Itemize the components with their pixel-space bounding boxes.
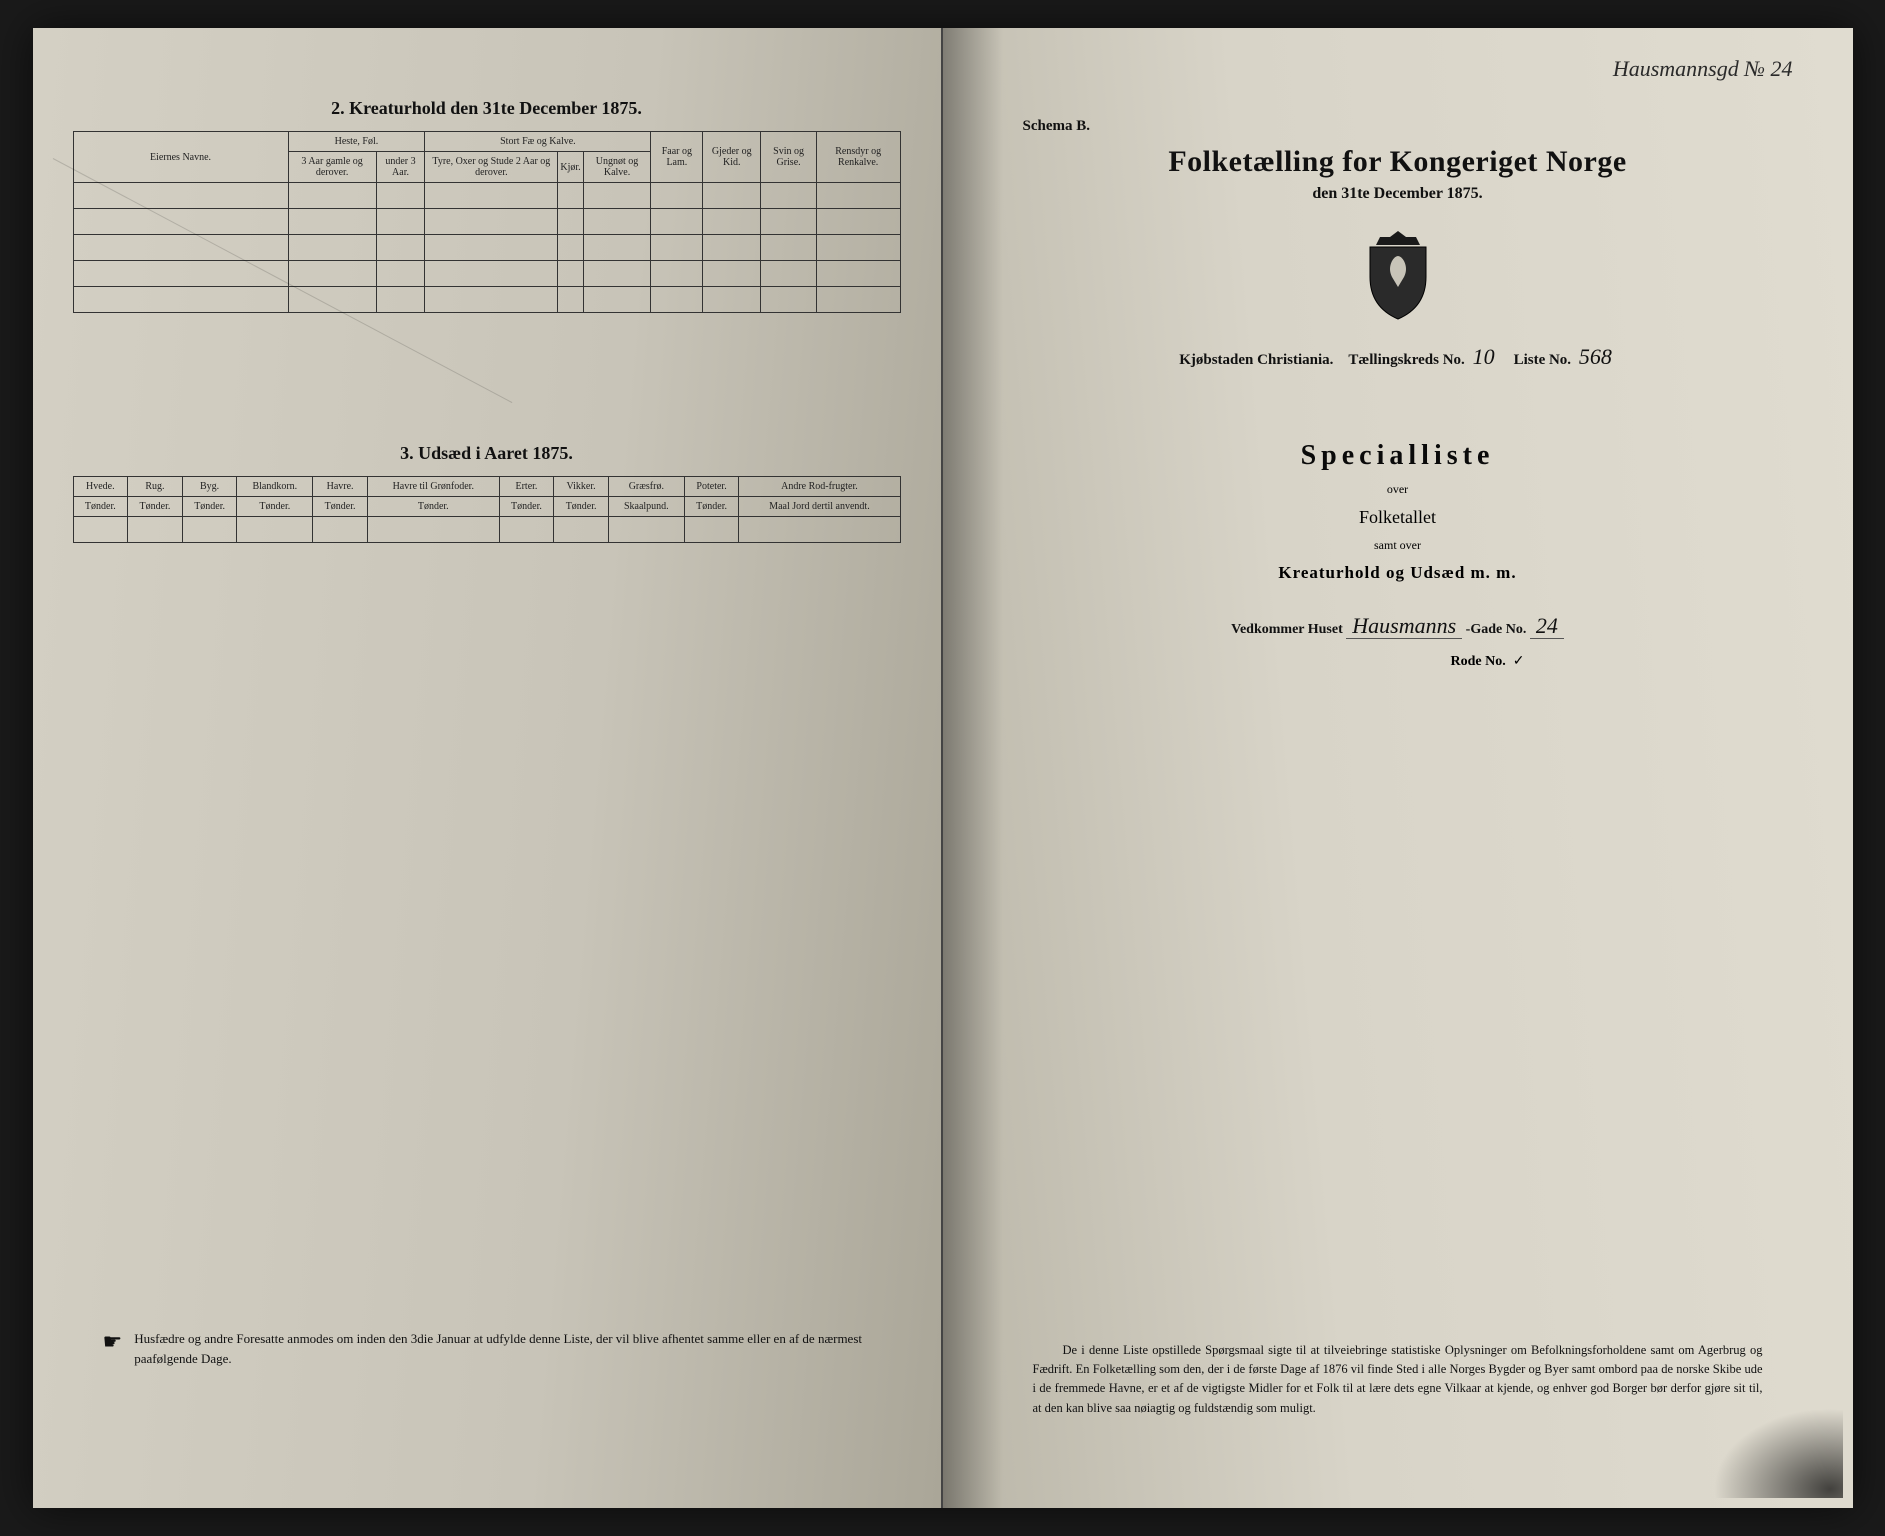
u-1: Tønder.	[128, 497, 183, 517]
section2-title: 2. Kreaturhold den 31te December 1875.	[73, 98, 901, 119]
footer-note: ☛ Husfædre og andre Foresatte anmodes om…	[103, 1329, 871, 1368]
kreds-value: 10	[1469, 344, 1499, 369]
h-graesfro: Græsfrø.	[608, 477, 684, 497]
section3-title: 3. Udsæd i Aaret 1875.	[73, 443, 901, 464]
schema-label: Schema B.	[1023, 118, 1813, 135]
footer-text: Husfædre og andre Foresatte anmodes om i…	[134, 1329, 870, 1368]
vedk-prefix: Vedkommer Huset	[1231, 622, 1343, 637]
samt-label: samt over	[983, 538, 1813, 553]
h-poteter: Poteter.	[684, 477, 739, 497]
sub-heste-2: under 3 Aar.	[376, 152, 425, 183]
h-vikker: Vikker.	[554, 477, 609, 497]
gade-no: 24	[1530, 613, 1564, 639]
pointing-hand-icon: ☛	[103, 1331, 123, 1353]
book-spread: 2. Kreaturhold den 31te December 1875. E…	[33, 28, 1853, 1508]
rode-value: ✓	[1513, 654, 1525, 669]
vedkommer-line: Vedkommer Huset Hausmanns -Gade No. 24	[983, 613, 1813, 639]
kreaturhold-label: Kreaturhold og Udsæd m. m.	[983, 563, 1813, 583]
col-gjeder: Gjeder og Kid.	[703, 132, 761, 183]
u-4: Tønder.	[313, 497, 368, 517]
vedk-street: Hausmanns	[1346, 613, 1462, 639]
u-8: Skaalpund.	[608, 497, 684, 517]
sub-heste-1: 3 Aar gamle og derover.	[288, 152, 376, 183]
h-blandkorn: Blandkorn.	[237, 477, 313, 497]
gade-label: -Gade No.	[1466, 622, 1527, 637]
main-title: Folketælling for Kongeriget Norge	[983, 145, 1813, 179]
u-5: Tønder.	[367, 497, 499, 517]
table-row	[73, 517, 900, 543]
u-9: Tønder.	[684, 497, 739, 517]
h-andrerod: Andre Rod-frugter.	[739, 477, 900, 497]
specialliste-heading: Specialliste	[983, 440, 1813, 472]
h-havregron: Havre til Grønfoder.	[367, 477, 499, 497]
right-page: Hausmannsgd № 24 Schema B. Folketælling …	[943, 28, 1853, 1508]
left-page: 2. Kreaturhold den 31te December 1875. E…	[33, 28, 943, 1508]
coat-of-arms-icon	[1358, 229, 1438, 324]
col-rensdyr: Rensdyr og Renkalve.	[816, 132, 900, 183]
u-3: Tønder.	[237, 497, 313, 517]
over-label: over	[983, 482, 1813, 497]
sub-fae-2: Kjør.	[558, 152, 583, 183]
sub-title: den 31te December 1875.	[983, 185, 1813, 203]
kreaturhold-table: Eiernes Navne. Heste, Føl. Stort Fæ og K…	[73, 131, 901, 313]
liste-label: Liste No.	[1514, 352, 1572, 368]
table-row	[73, 209, 900, 235]
grp-stortfae: Stort Fæ og Kalve.	[425, 132, 651, 152]
col-faar: Faar og Lam.	[651, 132, 703, 183]
h-byg: Byg.	[182, 477, 237, 497]
handwritten-header: Hausmannsgd № 24	[1613, 56, 1793, 82]
udsaed-table: Hvede. Rug. Byg. Blandkorn. Havre. Havre…	[73, 476, 901, 543]
folketallet-label: Folketallet	[983, 507, 1813, 528]
sub-fae-1: Tyre, Oxer og Stude 2 Aar og derover.	[425, 152, 558, 183]
sub-fae-3: Ungnøt og Kalve.	[583, 152, 651, 183]
table-row	[73, 287, 900, 313]
u-10: Maal Jord dertil anvendt.	[739, 497, 900, 517]
u-2: Tønder.	[182, 497, 237, 517]
h-rug: Rug.	[128, 477, 183, 497]
h-havre: Havre.	[313, 477, 368, 497]
table-row	[73, 183, 900, 209]
h-hvede: Hvede.	[73, 477, 128, 497]
kreds-label: Tællingskreds No.	[1348, 352, 1464, 368]
rode-label: Rode No.	[1451, 654, 1506, 669]
col-eiernes: Eiernes Navne.	[73, 132, 288, 183]
liste-value: 568	[1575, 344, 1616, 369]
u-6: Tønder.	[499, 497, 554, 517]
bottom-paragraph: De i denne Liste opstillede Spørgsmaal s…	[1033, 1341, 1763, 1419]
grp-heste: Heste, Føl.	[288, 132, 425, 152]
u-0: Tønder.	[73, 497, 128, 517]
table-row	[73, 235, 900, 261]
u-7: Tønder.	[554, 497, 609, 517]
district-line: Kjøbstaden Christiania. Tællingskreds No…	[983, 344, 1813, 370]
kjobstad-label: Kjøbstaden Christiania.	[1179, 352, 1333, 368]
h-erter: Erter.	[499, 477, 554, 497]
rode-line: Rode No. ✓	[983, 653, 1813, 670]
col-svin: Svin og Grise.	[761, 132, 817, 183]
table-row	[73, 261, 900, 287]
